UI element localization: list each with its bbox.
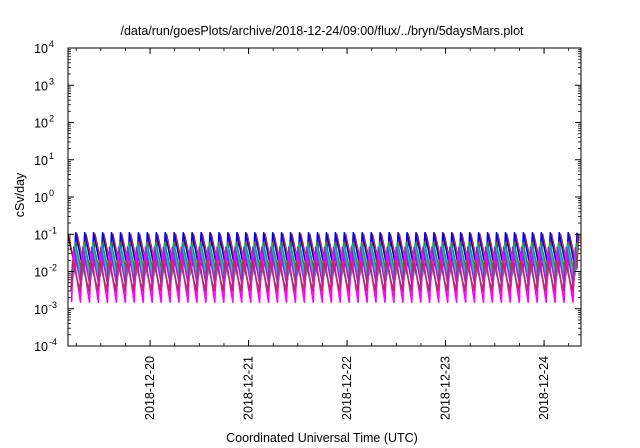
y-tick-exponent: 0 <box>49 188 54 198</box>
y-tick-exponent: 2 <box>49 114 54 124</box>
y-tick-exponent: -3 <box>49 300 57 310</box>
y-tick-label: 10 <box>34 154 48 168</box>
x-tick-label: 2018-12-20 <box>143 356 157 420</box>
y-axis-label: cSv/day <box>13 172 27 217</box>
series-layer <box>67 231 580 303</box>
y-tick-label: 10 <box>34 228 48 242</box>
chart-title: /data/run/goesPlots/archive/2018-12-24/0… <box>120 24 524 38</box>
x-tick-label: 2018-12-21 <box>242 356 256 420</box>
y-tick-exponent: -1 <box>49 225 57 235</box>
series-line <box>70 259 575 292</box>
x-axis-label: Coordinated Universal Time (UTC) <box>226 431 418 445</box>
y-tick-exponent: -4 <box>49 337 57 347</box>
y-tick-label: 10 <box>34 191 48 205</box>
x-tick-label: 2018-12-24 <box>537 356 551 420</box>
plot-frame <box>67 47 582 347</box>
x-tick-label: 2018-12-23 <box>439 356 453 420</box>
y-tick-label: 10 <box>34 266 48 280</box>
y-tick-exponent: -2 <box>49 263 57 273</box>
y-tick-label: 10 <box>34 79 48 93</box>
y-tick-label: 10 <box>34 42 48 56</box>
y-tick-exponent: 3 <box>49 76 54 86</box>
x-tick-label: 2018-12-22 <box>340 356 354 420</box>
y-tick-label: 10 <box>34 117 48 131</box>
y-tick-exponent: 1 <box>49 151 54 161</box>
y-tick-label: 10 <box>34 303 48 317</box>
y-tick-exponent: 4 <box>49 39 54 49</box>
y-tick-label: 10 <box>34 340 48 354</box>
